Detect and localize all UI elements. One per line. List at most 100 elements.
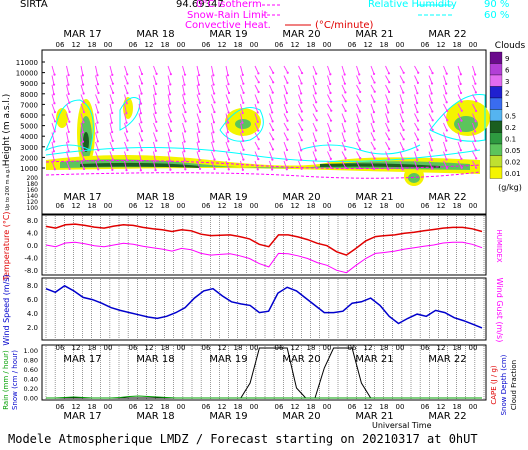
wind-arrow <box>312 94 317 103</box>
wind-arrow <box>414 141 418 151</box>
wind-arrow-head <box>241 121 244 124</box>
wind-arrow <box>124 132 128 141</box>
wind-arrow <box>138 132 143 141</box>
wind-arrow-head <box>154 102 157 105</box>
wind-arrow <box>66 94 70 103</box>
wind-arrow <box>385 84 390 93</box>
colorbar-swatch <box>489 109 503 122</box>
wind-arrow <box>327 65 331 75</box>
wind-arrow <box>196 160 201 170</box>
wind-arrow-head <box>212 140 215 143</box>
wind-arrow-head <box>388 147 391 150</box>
wind-arrow-head <box>126 82 129 85</box>
wind-arrow <box>327 75 331 85</box>
wind-arrow-head <box>416 119 420 122</box>
wind-arrow <box>341 141 346 150</box>
wind-arrow-head <box>140 82 144 85</box>
wind-arrow <box>356 84 361 93</box>
wind-arrow <box>66 141 70 152</box>
wind-arrow-head <box>460 109 463 112</box>
wind-arrow-head <box>140 92 143 95</box>
wind-arrow-head <box>446 119 449 122</box>
wind-arrow-head <box>227 168 230 171</box>
snow-axis-title: Snow (cm / hour) <box>11 350 19 410</box>
wind-arrow <box>399 160 404 170</box>
wind-arrow <box>51 75 55 85</box>
legend-rh-label: Relative Humidity <box>368 0 457 10</box>
wind-arrow-head <box>329 139 332 143</box>
wind-arrow-head <box>460 166 463 169</box>
wind-arrow-head <box>344 148 347 151</box>
clouds-panel-frame <box>41 49 487 215</box>
wind-arrow <box>124 94 128 104</box>
top-hour-label: 00 <box>323 41 332 49</box>
wind-arrow <box>51 132 55 142</box>
legend-rh-60: 60 % <box>484 10 510 21</box>
wind-arrow-head <box>226 131 229 134</box>
wind-arrow-head <box>68 167 71 171</box>
wind-arrow <box>356 151 361 159</box>
wind-arrow-head <box>183 83 186 86</box>
low-height-tick-label: 140 <box>27 193 39 200</box>
wind-arrow <box>312 65 317 74</box>
wind-arrow <box>167 94 171 104</box>
cape-axis-title: CAPE (J / g) <box>490 365 498 405</box>
wind-arrow <box>457 160 463 168</box>
wind-arrow-head <box>82 158 86 161</box>
low-height-tick-label: 180 <box>27 181 39 188</box>
wind-arrow <box>443 75 447 85</box>
clouds-colorbar: 9 6 3 2 1 0.5 0.2 0.1 0.05 0.02 0.01 <box>489 51 521 179</box>
wind-arrow-head <box>53 102 56 105</box>
wind-arrow-head <box>241 111 244 115</box>
wind-arrow-head <box>198 101 201 104</box>
wind-arrow <box>167 141 171 152</box>
wind-arrow <box>428 160 433 169</box>
wind-tick-label: 6.0 <box>27 296 38 304</box>
wind-arrow-head <box>111 101 114 104</box>
low-height-tick-label: 160 <box>27 187 39 194</box>
top-hour-label: 06 <box>348 41 357 49</box>
top-hour-label: 18 <box>88 41 97 49</box>
wind-arrow <box>196 132 200 142</box>
wind-arrow-head <box>300 139 303 142</box>
wind-arrow <box>51 151 55 161</box>
wind-arrow <box>80 132 84 142</box>
clouds-hour-label: 18 <box>161 202 170 210</box>
wind-arrow-head <box>96 140 99 143</box>
wind-arrow <box>341 151 347 159</box>
wind-arrow <box>370 94 375 102</box>
wind-arrow <box>124 151 128 161</box>
precip-day-label: MAR 18 <box>136 411 174 422</box>
wind-arrow <box>66 151 70 161</box>
wind-arrow-head <box>285 158 288 162</box>
wind-arrow-head <box>372 72 376 76</box>
wind-arrow <box>80 75 84 85</box>
wind-arrow-head <box>226 121 230 124</box>
wind-arrow <box>399 141 404 150</box>
wind-arrow <box>153 151 156 161</box>
height-tick-label: 3000 <box>20 144 38 152</box>
wind-arrow-head <box>373 157 376 160</box>
wind-arrow-head <box>155 72 158 75</box>
wind-arrow-head <box>154 169 157 172</box>
wind-arrow <box>327 141 331 151</box>
snow-depth-axis-title: Snow Depth (cm) <box>500 354 508 415</box>
wind-arrow <box>428 132 433 141</box>
wind-arrow-head <box>430 149 433 152</box>
wind-arrow-head <box>300 149 303 152</box>
wind-arrow-head <box>416 92 419 95</box>
wind-hour-label: 12 <box>364 344 373 352</box>
wind-arrow-head <box>227 111 230 114</box>
legend-iso0-label: 0°C isotherm <box>196 0 262 10</box>
wind-arrow <box>457 132 462 142</box>
wind-arrow-head <box>358 110 361 113</box>
wind-arrow-head <box>343 82 346 85</box>
temperature-panel-frame <box>41 214 487 276</box>
wind-arrow <box>80 113 84 123</box>
precip-hour-label: 00 <box>323 403 332 411</box>
wind-arrow-head <box>155 82 158 85</box>
footer-caption: Modele Atmospherique LMDZ / Forecast sta… <box>8 432 478 446</box>
wind-arrow-head <box>97 91 100 95</box>
wind-hour-label: 06 <box>202 344 211 352</box>
